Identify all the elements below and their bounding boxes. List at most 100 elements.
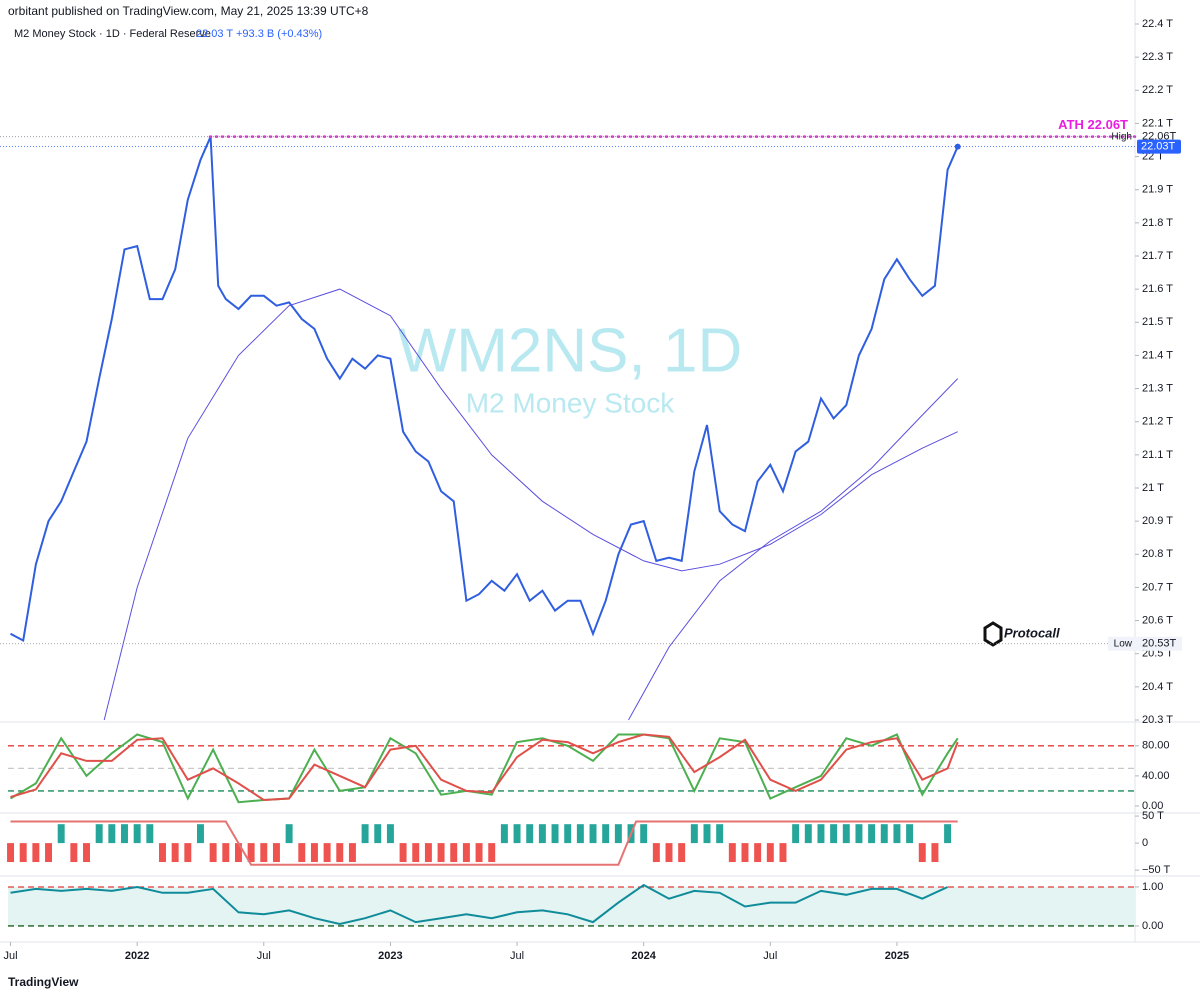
- watermark-subtitle: M2 Money Stock: [466, 387, 676, 418]
- y-tick-label: 22.3 T: [1142, 51, 1173, 63]
- histogram-bar: [424, 843, 432, 863]
- logo: Protocall: [983, 621, 1060, 647]
- x-tick-label: 2023: [378, 950, 402, 962]
- histogram-bar: [893, 824, 901, 844]
- histogram-bar: [880, 824, 888, 844]
- histogram-bar: [196, 824, 204, 844]
- histogram-bar: [842, 824, 850, 844]
- y-tick-label: 20.8 T: [1142, 548, 1173, 560]
- histogram-bar: [551, 824, 559, 844]
- histogram-bar: [57, 824, 65, 844]
- histogram-bar: [234, 843, 242, 863]
- histogram-bar: [640, 824, 648, 844]
- histogram-bar: [399, 843, 407, 863]
- y-tick-label: 21.7 T: [1142, 250, 1173, 262]
- histogram-bar: [754, 843, 762, 863]
- x-tick-label: Jul: [763, 950, 777, 962]
- histogram-bar: [45, 843, 53, 863]
- histogram-bar: [146, 824, 154, 844]
- histogram-bar: [792, 824, 800, 844]
- histogram-bar: [931, 843, 939, 863]
- histogram-bar: [336, 843, 344, 863]
- series-line: [10, 820, 958, 866]
- histogram-bar: [7, 843, 15, 863]
- y-tick-label: 21.1 T: [1142, 449, 1173, 461]
- y-tick-label: 21 T: [1142, 482, 1164, 494]
- watermark-title: WM2NS, 1D: [398, 316, 742, 385]
- histogram-bar: [412, 843, 420, 863]
- histogram-bar: [817, 824, 825, 844]
- logo-text: Protocall: [1004, 625, 1060, 640]
- y-tick-label: −50 T: [1142, 864, 1171, 876]
- histogram-bar: [462, 843, 470, 863]
- histogram-bar: [728, 843, 736, 863]
- histogram-bar: [614, 824, 622, 844]
- histogram-bar: [285, 824, 293, 844]
- last-value-box: [1137, 139, 1181, 154]
- y-tick-label: 21.5 T: [1142, 316, 1173, 328]
- histogram-bar: [260, 843, 268, 863]
- histogram-bar: [298, 843, 306, 863]
- histogram-bar: [906, 824, 914, 844]
- histogram-bar: [222, 843, 230, 863]
- x-tick-label: Jul: [510, 950, 524, 962]
- low-box: [1108, 636, 1138, 651]
- histogram-bar: [348, 843, 356, 863]
- histogram-bar: [589, 824, 597, 844]
- y-tick-label: 50 T: [1142, 810, 1164, 822]
- histogram-bar: [32, 843, 40, 863]
- x-tick-label: 2024: [631, 950, 656, 962]
- last-point: [954, 143, 961, 150]
- histogram-bar: [475, 843, 483, 863]
- histogram-bar: [918, 843, 926, 863]
- y-tick-label: 0.00: [1142, 800, 1163, 812]
- x-tick-label: 2025: [885, 950, 909, 962]
- series-line: [628, 378, 959, 721]
- histogram-bar: [19, 843, 27, 863]
- y-tick-label: 21.6 T: [1142, 283, 1173, 295]
- histogram-bar: [184, 843, 192, 863]
- histogram-bar: [716, 824, 724, 844]
- histogram-bar: [652, 843, 660, 863]
- histogram-bar: [779, 843, 787, 863]
- y-tick-label: 20.3 T: [1142, 714, 1173, 726]
- last-value: 22.03 T: [196, 28, 233, 40]
- x-tick-label: Jul: [257, 950, 271, 962]
- histogram-bar: [500, 824, 508, 844]
- y-tick-label: 20.9 T: [1142, 515, 1173, 527]
- histogram-bar: [602, 824, 610, 844]
- histogram-bar: [374, 824, 382, 844]
- histogram-bar: [450, 843, 458, 863]
- y-tick-label: 21.2 T: [1142, 416, 1173, 428]
- y-tick-label: 0.00: [1142, 920, 1163, 932]
- histogram-bar: [121, 824, 128, 844]
- y-tick-label: 0: [1142, 837, 1148, 849]
- y-tick-label: 1.00: [1142, 881, 1163, 893]
- histogram-bar: [209, 843, 217, 863]
- histogram-bar: [944, 824, 952, 844]
- histogram-bar: [703, 824, 711, 844]
- histogram-bar: [678, 843, 686, 863]
- series-line: [10, 733, 959, 802]
- histogram-bar: [272, 843, 280, 863]
- y-tick-label: 21.9 T: [1142, 184, 1173, 196]
- y-tick-label: 20.6 T: [1142, 614, 1173, 626]
- series-line: [10, 136, 959, 643]
- histogram-bar: [526, 824, 534, 844]
- histogram-bar: [108, 824, 116, 844]
- y-tick-label: 20.4 T: [1142, 681, 1173, 693]
- y-tick-label: 20.7 T: [1142, 581, 1173, 593]
- histogram-bar: [437, 843, 445, 863]
- histogram-bar: [159, 843, 166, 863]
- x-tick-label: 2022: [125, 950, 149, 962]
- histogram-bar: [133, 824, 141, 844]
- low-label: Low: [1114, 638, 1133, 649]
- symbol: M2 Money Stock · 1D · Federal Reserve: [14, 28, 211, 40]
- histogram-bar: [868, 824, 876, 844]
- change: +93.3 B (+0.43%): [236, 28, 322, 40]
- histogram-bar: [488, 843, 496, 863]
- y-tick-label: 22.1 T: [1142, 117, 1173, 129]
- histogram-bar: [564, 824, 572, 844]
- histogram-bar: [855, 824, 863, 844]
